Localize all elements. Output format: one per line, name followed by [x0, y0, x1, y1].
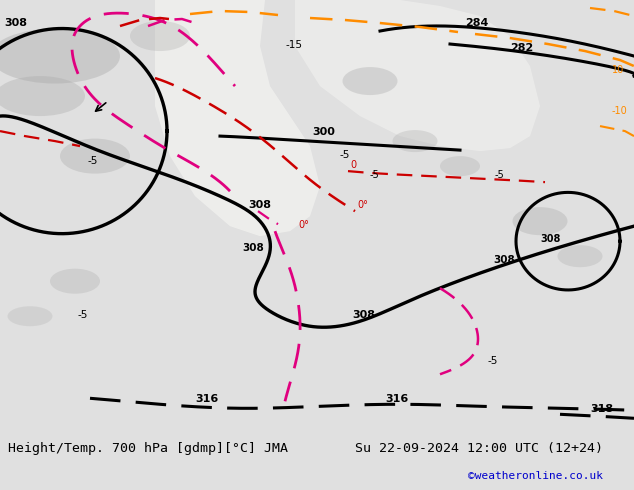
Text: -15: -15: [285, 40, 302, 50]
Text: 318: 318: [590, 404, 613, 414]
Ellipse shape: [8, 306, 53, 326]
Text: 308: 308: [248, 200, 271, 210]
Polygon shape: [295, 0, 540, 151]
Ellipse shape: [342, 67, 398, 95]
Text: 308: 308: [242, 243, 264, 253]
Text: -5: -5: [88, 156, 98, 166]
Text: Height/Temp. 700 hPa [gdmp][°C] JMA: Height/Temp. 700 hPa [gdmp][°C] JMA: [8, 441, 288, 455]
Ellipse shape: [440, 156, 480, 176]
Text: 308: 308: [540, 234, 560, 244]
Text: -5: -5: [488, 356, 498, 366]
Text: 0°: 0°: [298, 220, 309, 230]
Text: 10: 10: [612, 65, 624, 75]
Ellipse shape: [557, 245, 602, 267]
Text: 282: 282: [510, 43, 533, 53]
Text: 284: 284: [465, 18, 488, 28]
Text: -5: -5: [340, 150, 351, 160]
Text: 308: 308: [493, 255, 515, 265]
Ellipse shape: [0, 28, 120, 84]
Ellipse shape: [0, 76, 85, 116]
Ellipse shape: [130, 21, 190, 51]
Text: 316: 316: [385, 394, 408, 404]
Ellipse shape: [60, 139, 130, 173]
Text: 0°: 0°: [357, 200, 368, 210]
Text: -5: -5: [495, 170, 505, 180]
Ellipse shape: [392, 130, 437, 152]
Text: -5: -5: [78, 310, 88, 320]
Ellipse shape: [512, 207, 567, 235]
Text: -10: -10: [612, 106, 628, 116]
Text: ©weatheronline.co.uk: ©weatheronline.co.uk: [468, 471, 603, 481]
Text: -5: -5: [370, 170, 380, 180]
Text: 316: 316: [195, 394, 218, 404]
Text: 308: 308: [4, 18, 27, 28]
Ellipse shape: [50, 269, 100, 294]
Text: 300: 300: [312, 127, 335, 137]
Text: 308: 308: [352, 310, 375, 320]
Text: Su 22-09-2024 12:00 UTC (12+24): Su 22-09-2024 12:00 UTC (12+24): [355, 441, 603, 455]
Text: 0: 0: [350, 160, 356, 170]
Polygon shape: [155, 0, 320, 236]
